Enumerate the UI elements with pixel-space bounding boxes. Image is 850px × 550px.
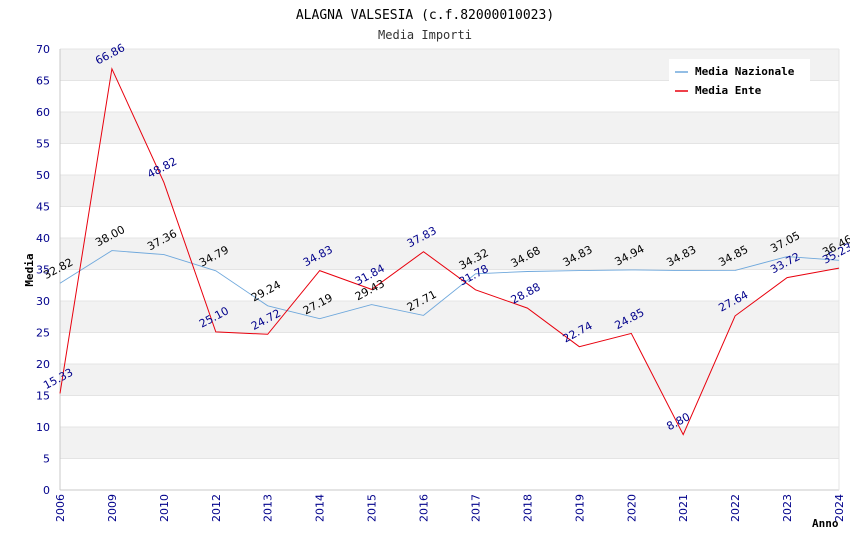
chart-title: ALAGNA VALSESIA (c.f.82000010023) [296,8,554,23]
x-tick-label: 2018 [521,494,534,522]
legend-box [669,59,810,104]
y-tick-label: 70 [36,43,50,56]
x-tick-label: 2010 [158,494,171,522]
x-tick-label: 2017 [469,494,482,522]
x-tick-labels: 2006 2009 2010 2012 2013 2014 2015 2016 2017 2018… [54,494,846,522]
y-tick-label: 60 [36,106,50,119]
data-label-nazionale: 29.24 [249,278,283,304]
y-tick-label: 10 [36,421,50,434]
grid-band [60,364,839,396]
x-tick-label: 2014 [314,494,327,522]
y-tick-label: 35 [36,264,50,277]
legend: Media Nazionale Media Ente [669,59,810,104]
grid-band [60,175,839,207]
axes [59,49,840,491]
legend-label-nazionale: Media Nazionale [695,65,795,78]
grid-band [60,112,839,144]
y-tick-label: 25 [36,327,50,340]
x-tick-label: 2009 [106,494,119,522]
data-label-nazionale: 32.82 [41,256,75,282]
series-line-ente [59,67,840,436]
grid-band [60,238,839,270]
x-tick-label: 2015 [366,494,379,522]
x-tick-label: 2013 [262,494,275,522]
x-tick-label: 2016 [418,494,431,522]
x-tick-label: 2022 [729,494,742,522]
y-tick-label: 30 [36,295,50,308]
y-tick-label: 65 [36,75,50,88]
y-axis-label: Media [23,253,36,286]
x-tick-label: 2021 [677,494,690,522]
chart-subtitle: Media Importi [378,28,472,42]
y-tick-label: 20 [36,358,50,371]
y-tick-labels: 0 5 10 15 20 25 30 35 40 45 50 55 60 65 70 [36,43,50,497]
x-tick-label: 2024 [833,494,846,522]
y-tick-label: 50 [36,169,50,182]
x-tick-label: 2006 [54,494,67,522]
grid-bands [60,48,839,491]
y-tick-label: 0 [43,484,50,497]
y-tick-label: 15 [36,390,50,403]
x-axis-label: Anno [812,517,839,530]
x-tick-label: 2020 [625,494,638,522]
legend-label-ente: Media Ente [695,84,762,97]
x-tick-label: 2019 [573,494,586,522]
y-tick-label: 5 [43,453,50,466]
series-line-nazionale [59,250,840,320]
y-tick-label: 45 [36,201,50,214]
x-tick-label: 2023 [781,494,794,522]
y-tick-label: 40 [36,232,50,245]
series-lines [59,67,840,436]
x-tick-label: 2012 [210,494,223,522]
grid-band [60,301,839,333]
grid-band [60,427,839,459]
y-tick-label: 55 [36,138,50,151]
